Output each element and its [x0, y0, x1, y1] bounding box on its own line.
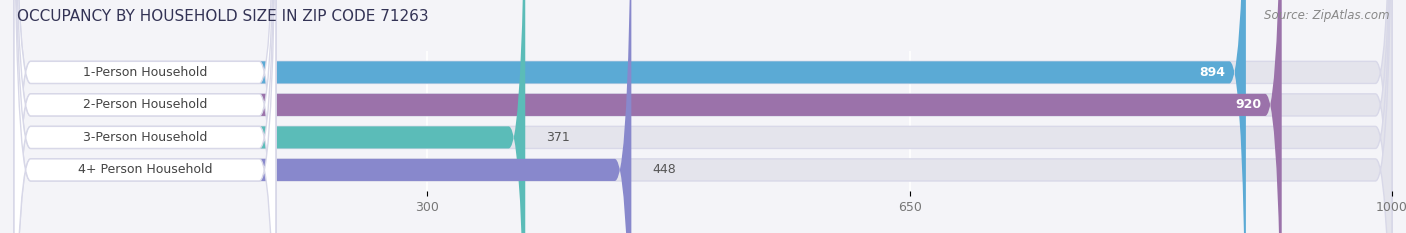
Text: 448: 448: [652, 163, 676, 176]
FancyBboxPatch shape: [14, 0, 276, 233]
Text: OCCUPANCY BY HOUSEHOLD SIZE IN ZIP CODE 71263: OCCUPANCY BY HOUSEHOLD SIZE IN ZIP CODE …: [17, 9, 429, 24]
FancyBboxPatch shape: [14, 0, 276, 233]
FancyBboxPatch shape: [14, 0, 276, 233]
Text: 371: 371: [546, 131, 569, 144]
Text: 1-Person Household: 1-Person Household: [83, 66, 207, 79]
Text: 894: 894: [1199, 66, 1225, 79]
FancyBboxPatch shape: [14, 0, 1392, 233]
Text: Source: ZipAtlas.com: Source: ZipAtlas.com: [1264, 9, 1389, 22]
FancyBboxPatch shape: [14, 0, 631, 233]
FancyBboxPatch shape: [14, 0, 1392, 233]
FancyBboxPatch shape: [14, 0, 526, 233]
FancyBboxPatch shape: [14, 0, 1392, 233]
Text: 4+ Person Household: 4+ Person Household: [77, 163, 212, 176]
Text: 2-Person Household: 2-Person Household: [83, 98, 207, 111]
Text: 920: 920: [1234, 98, 1261, 111]
FancyBboxPatch shape: [14, 0, 1246, 233]
FancyBboxPatch shape: [14, 0, 1282, 233]
FancyBboxPatch shape: [14, 0, 1392, 233]
Text: 3-Person Household: 3-Person Household: [83, 131, 207, 144]
FancyBboxPatch shape: [14, 0, 276, 233]
